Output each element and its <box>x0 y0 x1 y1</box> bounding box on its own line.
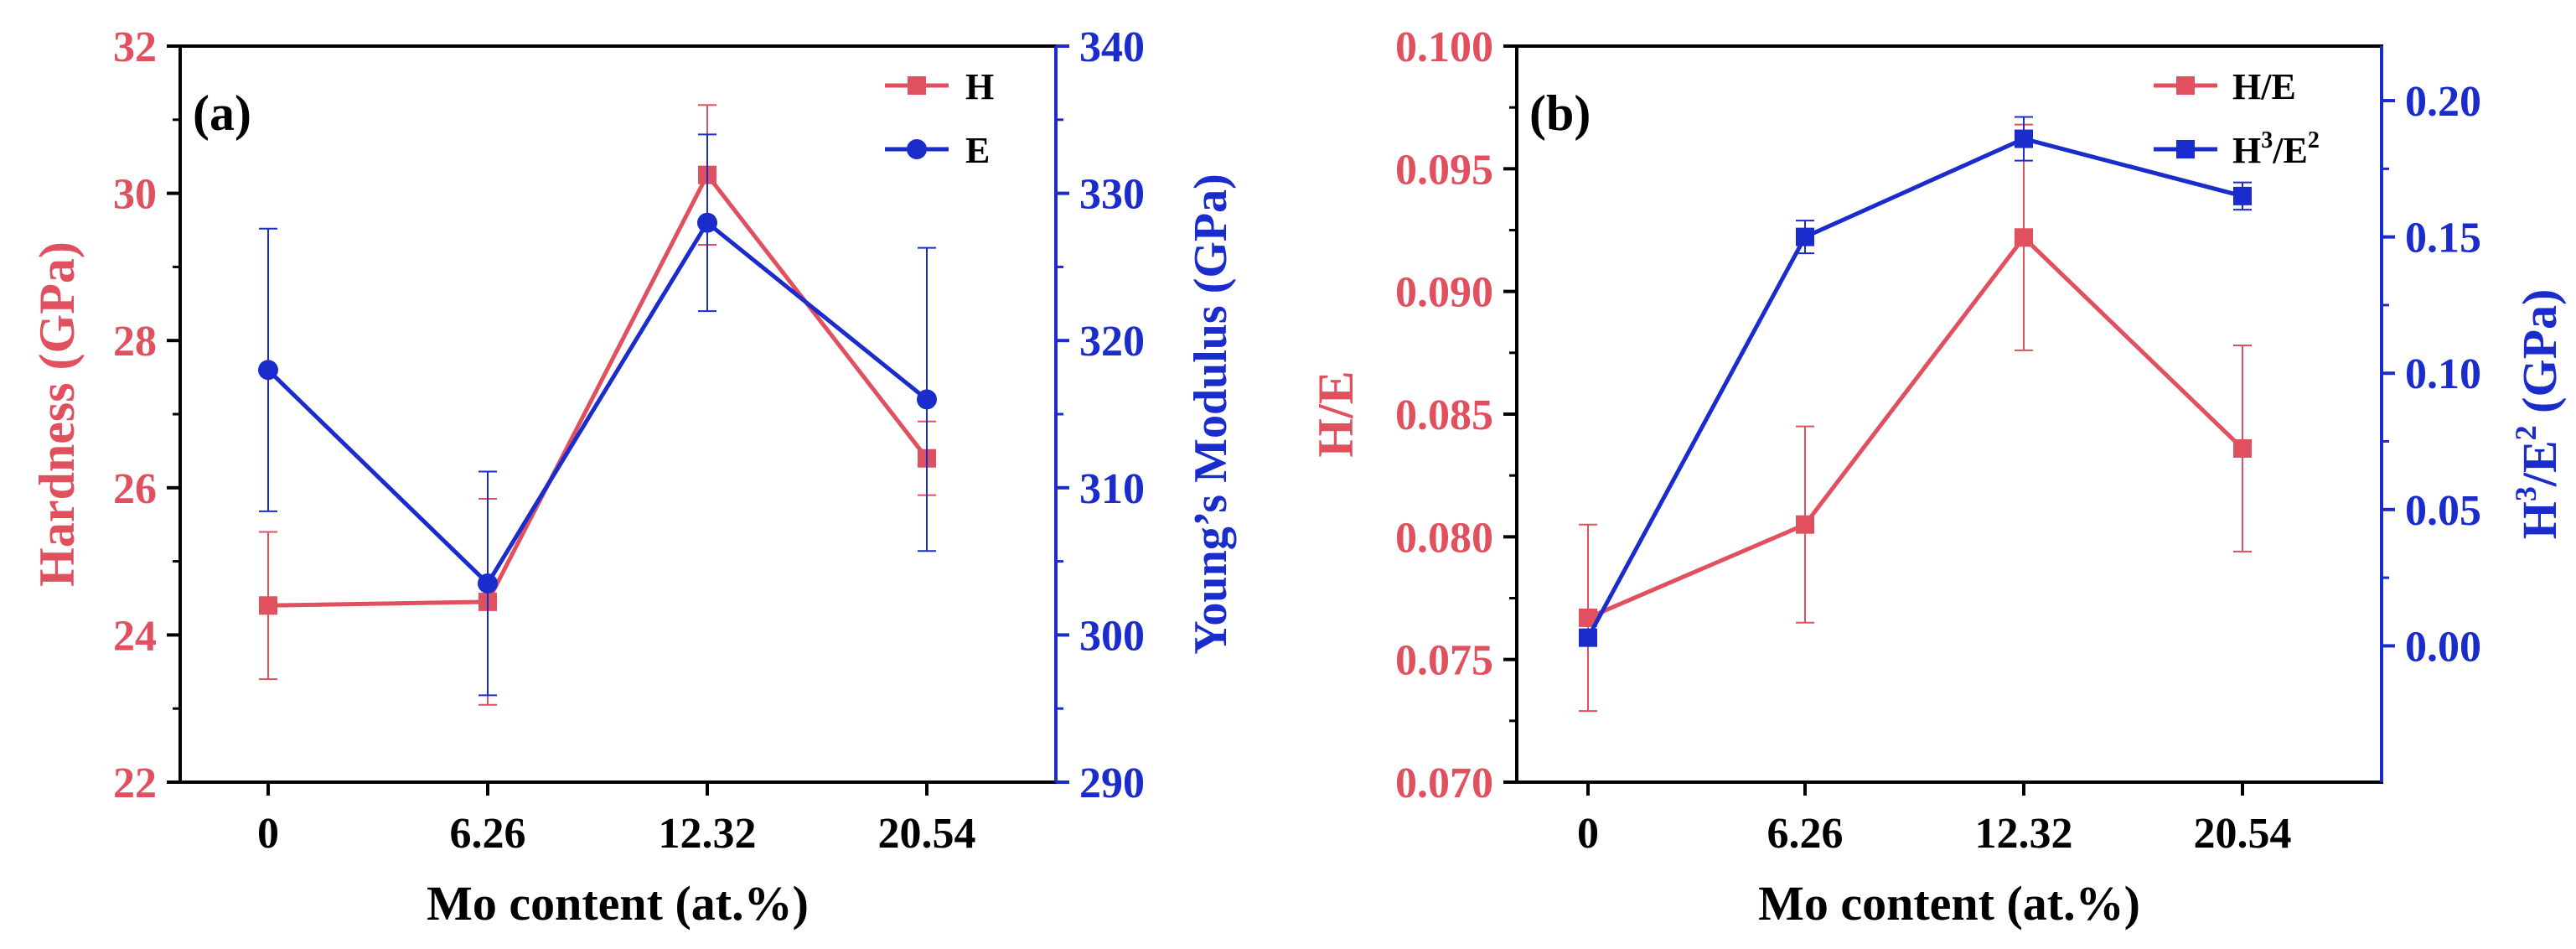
a-xtick-label: 12.32 <box>659 810 757 858</box>
a-point-s1 <box>258 360 278 381</box>
a-point-s1 <box>697 212 717 233</box>
legend-he-marker <box>2176 76 2195 95</box>
a-point-s0 <box>259 596 277 615</box>
b-point-s1 <box>1796 227 1814 246</box>
a-xtick-label: 0 <box>257 810 279 858</box>
panel-label-b: (b) <box>1529 86 1591 141</box>
a-xtick-label: 20.54 <box>878 810 976 858</box>
a-ytick-left-label: 28 <box>113 318 157 366</box>
a-ytick-right-label: 340 <box>1079 23 1145 71</box>
b-ytick-left-label: 0.080 <box>1395 514 1493 562</box>
x-axis-label-a: Mo content (at.%) <box>427 876 809 931</box>
a-xtick-label: 6.26 <box>450 810 526 858</box>
b-xtick-label: 12.32 <box>1975 810 2073 858</box>
panel-label-a: (a) <box>193 86 251 141</box>
a-ytick-left-label: 30 <box>113 171 157 219</box>
legend-e-label: E <box>965 130 990 171</box>
y-axis-right-label-a: Young’s Modulus (GPa) <box>1185 174 1237 655</box>
b-ytick-left-label: 0.095 <box>1395 146 1493 194</box>
b-ytick-right-label: 0.15 <box>2405 215 2481 262</box>
a-point-s1 <box>917 389 937 410</box>
a-ytick-right-label: 300 <box>1079 612 1145 660</box>
b-point-s1 <box>2015 129 2033 148</box>
b-ytick-left-label: 0.085 <box>1395 392 1493 439</box>
b-point-s1 <box>1579 628 1597 647</box>
a-point-s1 <box>478 573 498 594</box>
a-ytick-left-label: 24 <box>113 612 157 660</box>
legend-h-marker <box>908 76 926 95</box>
b-ytick-left-label: 0.070 <box>1395 760 1493 807</box>
a-ytick-right-label: 310 <box>1079 465 1145 513</box>
legend-h3e2-label: H3/E2 <box>2232 127 2320 171</box>
b-ytick-right-label: 0.20 <box>2405 78 2481 126</box>
y-axis-right-label-b: H3/E2 (GPa) <box>2509 289 2567 540</box>
b-xtick-label: 6.26 <box>1767 810 1844 858</box>
b-point-s1 <box>2233 186 2252 205</box>
b-point-s0 <box>2015 228 2033 247</box>
y-axis-left-label-b: H/E <box>1308 371 1363 457</box>
y-axis-left-label-a: Hardness (GPa) <box>29 241 85 587</box>
legend-b: H/E H3/E2 <box>2154 66 2320 171</box>
a-ytick-right-label: 320 <box>1079 318 1145 366</box>
b-ytick-left-label: 0.090 <box>1395 269 1493 317</box>
a-ytick-right-label: 290 <box>1079 760 1145 807</box>
panel-a: 22 24 26 28 30 32 290 300 310 320 330 340 0 6.26 12.32… <box>29 23 1237 931</box>
legend-h3e2-marker <box>2176 140 2195 158</box>
b-ytick-right-label: 0.00 <box>2405 623 2481 671</box>
b-ytick-left-label: 0.075 <box>1395 637 1493 685</box>
panel-b: 0.0700.0750.0800.0850.0900.0950.1000.000… <box>1308 23 2567 931</box>
legend-e-marker <box>907 139 927 159</box>
b-series-line-s0 <box>1587 234 2244 620</box>
b-ytick-left-label: 0.100 <box>1395 23 1493 71</box>
a-ytick-right-label: 330 <box>1079 171 1145 219</box>
b-point-s0 <box>2233 438 2252 458</box>
b-point-s0 <box>1796 515 1814 534</box>
b-xtick-label: 20.54 <box>2194 810 2292 858</box>
a-ytick-left-label: 22 <box>113 760 157 807</box>
a-ytick-left-label: 32 <box>113 23 157 71</box>
legend-a: H E <box>885 66 994 171</box>
legend-h-label: H <box>965 66 994 107</box>
b-xtick-label: 0 <box>1577 810 1599 858</box>
legend-he-label: H/E <box>2232 66 2296 107</box>
b-point-s0 <box>1579 608 1597 627</box>
b-ytick-right-label: 0.10 <box>2405 350 2481 398</box>
x-axis-label-b: Mo content (at.%) <box>1758 876 2140 931</box>
a-series-line-s0 <box>267 171 928 608</box>
b-series-line-s1 <box>1585 136 2243 639</box>
a-series-line-s1 <box>266 219 928 587</box>
b-ytick-right-label: 0.05 <box>2405 487 2481 535</box>
a-ytick-left-label: 26 <box>113 465 157 513</box>
